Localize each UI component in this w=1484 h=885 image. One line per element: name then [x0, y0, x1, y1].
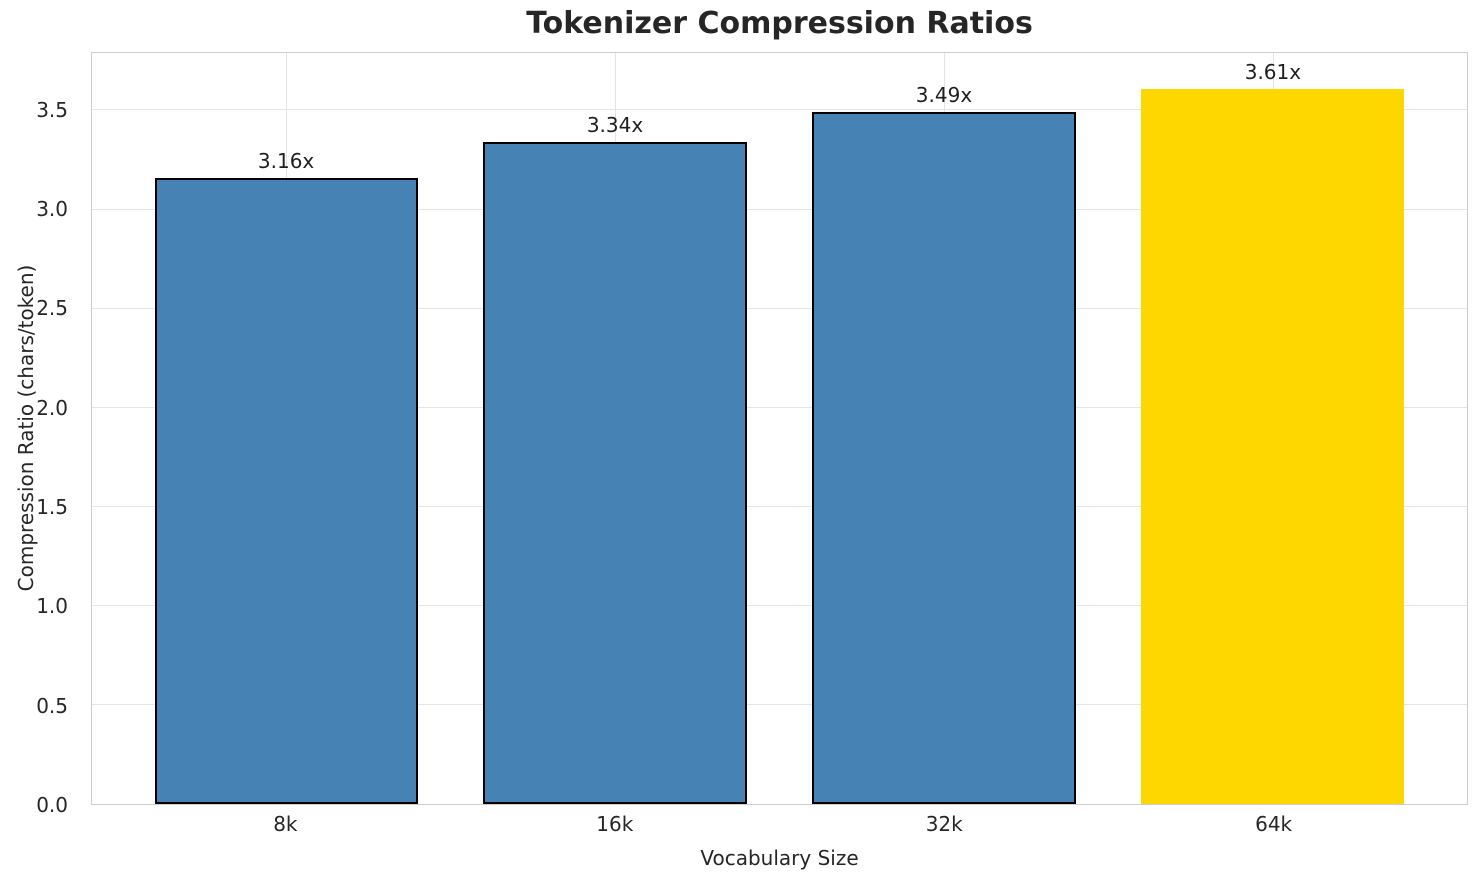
gridline-h [92, 505, 1467, 507]
plot-area: 3.16x 3.34x 3.49x 3.61x [91, 52, 1468, 805]
y-tick-label: 2.5 [36, 296, 68, 321]
bar-value-label: 3.34x [586, 113, 644, 138]
gridline-h [92, 208, 1467, 210]
y-tick-label: 1.5 [36, 494, 68, 519]
gridline-h [92, 406, 1467, 408]
bars-layer: 3.16x 3.34x 3.49x 3.61x [92, 53, 1467, 804]
y-tick-labels: 0.0 0.5 1.0 1.5 2.0 2.5 3.0 3.5 [0, 52, 78, 817]
y-tick-label: 0.0 [36, 793, 68, 817]
gridline-h [92, 109, 1467, 111]
gridline-h [92, 703, 1467, 705]
gridline-h [92, 604, 1467, 606]
x-tick-label: 32k [925, 812, 963, 836]
bar [812, 112, 1076, 804]
x-tick-label: 16k [596, 812, 634, 836]
x-tick-label: 64k [1255, 812, 1293, 836]
x-tick-labels: 8k 16k 32k 64k [91, 812, 1468, 838]
y-tick-label: 1.0 [36, 594, 68, 619]
bar [154, 177, 418, 804]
bar-value-label: 3.61x [1244, 59, 1302, 84]
bar-value-label: 3.49x [915, 83, 973, 108]
x-axis-label: Vocabulary Size [700, 846, 859, 870]
y-tick-label: 3.0 [36, 196, 68, 221]
bar [1141, 88, 1405, 804]
chart-title: Tokenizer Compression Ratios [526, 6, 1033, 41]
gridline-h [92, 307, 1467, 309]
bar-value-label: 3.16x [257, 148, 315, 173]
y-tick-label: 0.5 [36, 693, 68, 718]
y-tick-label: 3.5 [36, 97, 68, 122]
x-tick-label: 8k [273, 812, 298, 836]
y-tick-label: 2.0 [36, 395, 68, 420]
bar [483, 142, 747, 804]
